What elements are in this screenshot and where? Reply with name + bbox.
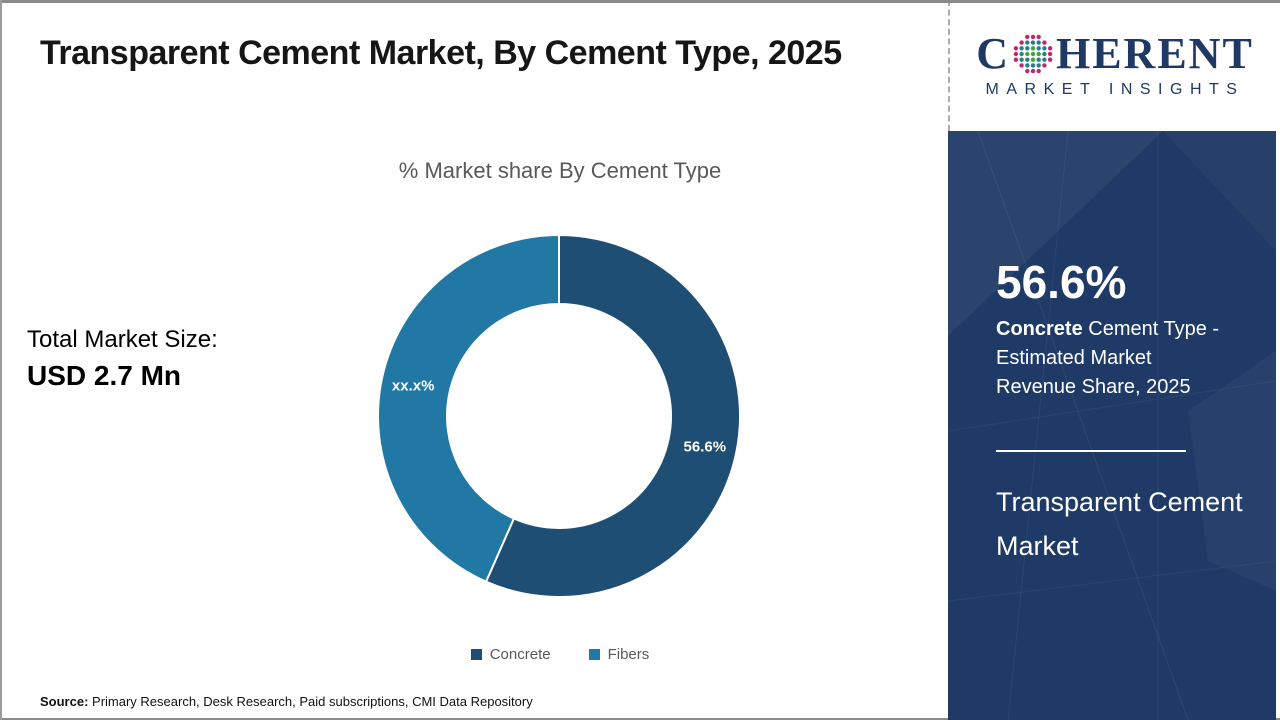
legend-label-concrete: Concrete: [489, 646, 551, 663]
globe-dots-icon: [1013, 34, 1053, 74]
donut-slice-concrete: [484, 233, 741, 598]
legend-label-fibers: Fibers: [607, 646, 650, 663]
brand-subtitle: MARKET INSIGHTS: [985, 81, 1245, 98]
sidebar-content: 56.6% Concrete Cement Type - Estimated M…: [948, 131, 1276, 568]
brand-name-prefix: C: [976, 29, 1010, 78]
bottom-border: [0, 718, 1280, 720]
legend-swatch-concrete: [470, 649, 482, 660]
stat-description-bold: Concrete: [996, 318, 1083, 340]
top-border: [0, 0, 1280, 3]
left-border: [0, 0, 2, 720]
total-market-size-value: USD 2.7 Mn: [27, 360, 182, 391]
legend-item-concrete: Concrete: [470, 646, 551, 663]
donut-chart: 56.6% xx.x%: [377, 233, 741, 598]
brand-name: C HERENT: [976, 32, 1254, 76]
brand-logo: C HERENT MARKET INSIGHTS: [948, 0, 1280, 131]
slice-label-fibers: xx.x%: [392, 377, 435, 394]
donut-slice-fibers: [377, 233, 560, 583]
chart-title: % Market share By Cement Type: [398, 158, 722, 183]
chart-legend: Concrete Fibers: [260, 646, 860, 663]
slice-label-concrete: 56.6%: [684, 439, 727, 456]
brand-name-suffix: HERENT: [1055, 29, 1254, 78]
market-name: Transparent Cement Market: [996, 487, 1243, 561]
page-title: Transparent Cement Market, By Cement Typ…: [40, 34, 842, 72]
source-note: Source: Primary Research, Desk Research,…: [40, 694, 533, 709]
source-label: Source:: [40, 694, 89, 709]
stat-description: Concrete Cement Type - Estimated Market …: [996, 315, 1224, 402]
legend-item-fibers: Fibers: [588, 646, 650, 663]
total-market-size-label: Total Market Size:: [27, 326, 218, 353]
source-text: Primary Research, Desk Research, Paid su…: [88, 694, 533, 709]
total-market-size: Total Market Size: USD 2.7 Mn: [27, 326, 218, 392]
stat-value: 56.6%: [996, 256, 1127, 308]
stat-description-rest: Cement Type - Estimated Market Revenue S…: [996, 318, 1220, 398]
world-map-texture: [948, 131, 1276, 720]
legend-swatch-fibers: [588, 649, 600, 660]
sidebar-divider: [996, 450, 1186, 452]
highlight-sidebar: 56.6% Concrete Cement Type - Estimated M…: [948, 131, 1276, 720]
